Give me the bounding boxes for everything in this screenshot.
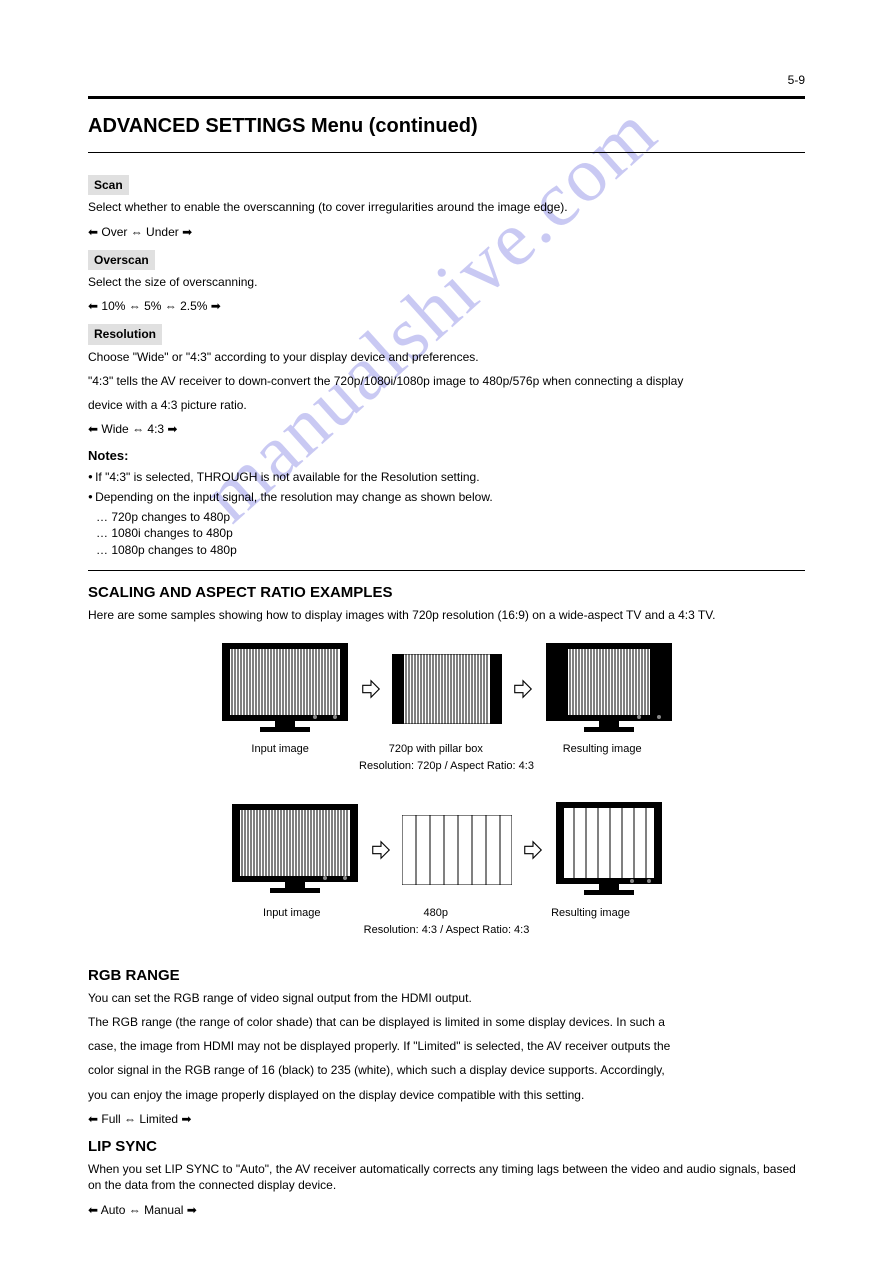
diagram-row-2 (212, 800, 682, 900)
rgb-title: RGB RANGE (88, 966, 805, 986)
rgb-desc-5: you can enjoy the image properly display… (88, 1087, 805, 1103)
page-number: 5-9 (88, 72, 805, 88)
caption-row-2: Input image 480p Resulting image (212, 906, 682, 921)
frame-pillarbox-icon (392, 654, 502, 724)
setting-line-2: Resolution: 4:3 / Aspect Ratio: 4:3 (212, 923, 682, 938)
caption-r1-right: Resulting image (563, 742, 642, 757)
desc-resolution-3: device with a 4:3 picture ratio. (88, 397, 805, 413)
desc-resolution-2: "4:3" tells the AV receiver to down-conv… (88, 373, 805, 389)
desc-overscan: Select the size of overscanning. (88, 274, 805, 290)
options-resolution: ⬅ Wide ⇔ 4:3 ➡ (88, 421, 805, 437)
options-rgb: ⬅ Full ⇔ Limited ➡ (88, 1111, 805, 1127)
caption-r1-mid: 720p with pillar box (389, 742, 483, 757)
caption-r2-left: Input image (263, 906, 320, 921)
rgb-desc-2: The RGB range (the range of color shade)… (88, 1014, 805, 1030)
tv-wide-striped-icon (220, 641, 350, 736)
frame-wide-sparse-icon (402, 815, 512, 885)
section-title: ADVANCED SETTINGS Menu (continued) (88, 113, 805, 140)
diagram-intro: Here are some samples showing how to dis… (88, 607, 805, 623)
caption-r2-mid: 480p (424, 906, 448, 921)
label-overscan: Overscan (88, 250, 155, 270)
note-1: If "4:3" is selected, THROUGH is not ava… (88, 469, 805, 485)
rgb-desc-3: case, the image from HDMI may not be dis… (88, 1038, 805, 1054)
section-rule (88, 152, 805, 153)
top-rule (88, 96, 805, 99)
lipsync-title: LIP SYNC (88, 1137, 805, 1157)
note-change-2: … 1080i changes to 480p (96, 525, 805, 541)
caption-r2-right: Resulting image (551, 906, 630, 921)
page-content: 5-9 ADVANCED SETTINGS Menu (continued) S… (0, 0, 893, 1258)
desc-scan: Select whether to enable the overscannin… (88, 199, 805, 215)
note-change-1: … 720p changes to 480p (96, 509, 805, 525)
arrow-right-icon (360, 678, 382, 700)
rgb-desc-1: You can set the RGB range of video signa… (88, 990, 805, 1006)
diagram-row-1 (212, 641, 682, 736)
caption-r1-left: Input image (251, 742, 308, 757)
options-overscan: ⬅ 10% ⇔ 5% ⇔ 2.5% ➡ (88, 298, 805, 314)
caption-row-1: Input image 720p with pillar box Resulti… (212, 742, 682, 757)
tv-pillarbox-icon (544, 641, 674, 736)
arrow-right-icon (370, 839, 392, 861)
note-change-3: … 1080p changes to 480p (96, 542, 805, 558)
setting-line-1: Resolution: 720p / Aspect Ratio: 4:3 (212, 759, 682, 774)
tv-4-3-sparse-icon (554, 800, 664, 900)
rgb-desc-4: color signal in the RGB range of 16 (bla… (88, 1062, 805, 1078)
tv-wide-striped-icon (230, 802, 360, 897)
options-lipsync: ⬅ Auto ⇔ Manual ➡ (88, 1202, 805, 1218)
lipsync-desc: When you set LIP SYNC to "Auto", the AV … (88, 1161, 805, 1193)
diagram-title: SCALING AND ASPECT RATIO EXAMPLES (88, 583, 805, 603)
diagram-block: Input image 720p with pillar box Resulti… (212, 641, 682, 937)
label-scan: Scan (88, 175, 129, 195)
notes-heading: Notes: (88, 448, 128, 463)
note-2: Depending on the input signal, the resol… (88, 489, 805, 505)
arrow-right-icon (522, 839, 544, 861)
label-resolution: Resolution (88, 324, 162, 344)
arrow-right-icon (512, 678, 534, 700)
desc-resolution-1: Choose "Wide" or "4:3" according to your… (88, 349, 805, 365)
options-scan: ⬅ Over ⇔ Under ➡ (88, 224, 805, 240)
mid-rule (88, 570, 805, 571)
